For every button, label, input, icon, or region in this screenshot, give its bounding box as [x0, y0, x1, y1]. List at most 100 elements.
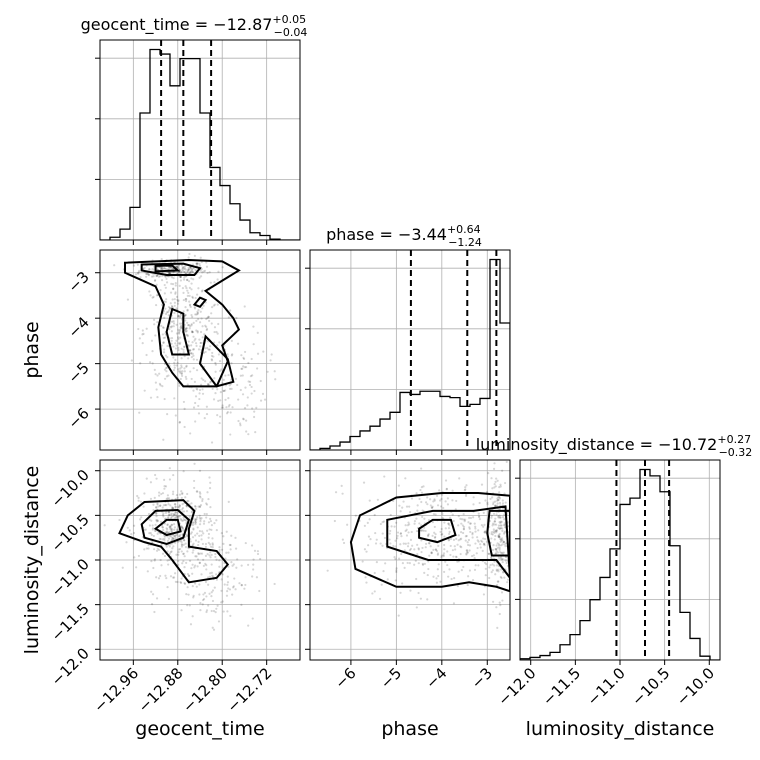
- sample-point: [173, 304, 176, 307]
- sample-point: [172, 322, 176, 325]
- sample-point: [207, 348, 210, 351]
- sample-point: [196, 312, 199, 316]
- sample-point: [151, 524, 154, 527]
- sample-point: [168, 478, 172, 481]
- sample-point: [167, 503, 170, 506]
- sample-point: [166, 268, 169, 271]
- sample-point: [179, 326, 182, 329]
- sample-point: [179, 370, 182, 373]
- sample-point: [192, 523, 195, 527]
- sample-point: [183, 582, 187, 586]
- sample-point: [183, 370, 186, 373]
- sample-point: [465, 552, 468, 555]
- sample-point: [511, 554, 513, 556]
- sample-point: [180, 490, 183, 493]
- sample-point: [194, 564, 197, 567]
- sample-point: [161, 268, 164, 271]
- sample-point: [435, 577, 438, 580]
- sample-point: [181, 519, 184, 523]
- sample-point: [408, 511, 412, 514]
- sample-point: [132, 531, 136, 535]
- sample-point: [194, 539, 198, 542]
- sample-point: [196, 532, 199, 535]
- sample-point: [205, 609, 209, 612]
- sample-point: [226, 353, 229, 356]
- sample-point: [495, 504, 499, 507]
- sample-point: [163, 537, 166, 540]
- sample-point: [497, 534, 500, 537]
- sample-point: [208, 554, 211, 557]
- sample-point: [169, 271, 172, 274]
- sample-point: [197, 348, 201, 351]
- sample-point: [162, 528, 165, 532]
- sample-point: [252, 325, 255, 328]
- sample-point: [206, 316, 209, 320]
- sample-point: [155, 303, 158, 307]
- sample-point: [182, 278, 186, 281]
- sample-point: [179, 367, 182, 370]
- sample-point: [474, 527, 477, 530]
- sample-point: [517, 525, 519, 527]
- sample-point: [242, 356, 245, 359]
- sample-point: [217, 270, 220, 273]
- sample-point: [416, 543, 419, 546]
- sample-point: [446, 503, 450, 506]
- sample-point: [498, 532, 501, 536]
- sample-point: [211, 626, 214, 629]
- sample-point: [223, 583, 226, 586]
- sample-point: [228, 403, 231, 407]
- sample-point: [504, 501, 507, 504]
- sample-point: [164, 267, 167, 271]
- sample-point: [167, 514, 171, 517]
- x-tick-label: −3: [468, 664, 496, 692]
- sample-point: [434, 548, 438, 551]
- sample-point: [164, 511, 168, 515]
- sample-point: [449, 553, 452, 557]
- sample-point: [441, 533, 444, 536]
- sample-point: [496, 499, 499, 502]
- sample-point: [192, 527, 195, 530]
- sample-point: [305, 574, 307, 576]
- sample-point: [193, 254, 196, 257]
- sample-point: [187, 268, 191, 271]
- sample-point: [196, 262, 199, 265]
- sample-point: [483, 561, 487, 564]
- sample-point: [179, 275, 182, 279]
- sample-point: [381, 521, 384, 524]
- sample-point: [163, 283, 166, 287]
- sample-point: [181, 269, 184, 272]
- sample-point: [197, 404, 200, 408]
- sample-point: [182, 543, 185, 546]
- sample-point: [191, 267, 194, 270]
- sample-point: [556, 592, 558, 594]
- sample-point: [215, 529, 218, 532]
- sample-point: [441, 516, 444, 520]
- sample-point: [197, 543, 200, 547]
- sample-point: [462, 513, 465, 516]
- contour-inner: [140, 508, 191, 545]
- sample-point: [222, 389, 225, 392]
- sample-point: [166, 559, 169, 562]
- sample-point: [481, 540, 484, 543]
- sample-point: [499, 575, 502, 579]
- sample-point: [198, 262, 201, 266]
- sample-point: [409, 547, 413, 550]
- sample-point: [133, 556, 136, 559]
- sample-point: [483, 523, 486, 526]
- sample-point: [487, 552, 490, 556]
- sample-point: [204, 380, 207, 383]
- sample-point: [206, 529, 209, 532]
- sample-point: [420, 550, 423, 554]
- sample-point: [171, 537, 175, 541]
- sample-point: [464, 539, 467, 542]
- sample-point: [487, 552, 491, 555]
- sample-point: [490, 516, 493, 519]
- sample-point: [192, 321, 195, 324]
- sample-point: [486, 501, 489, 504]
- sample-point: [418, 522, 421, 525]
- sample-point: [182, 518, 185, 521]
- sample-point: [417, 562, 420, 565]
- sample-point: [183, 345, 186, 348]
- sample-point: [184, 329, 187, 332]
- sample-point: [194, 268, 197, 271]
